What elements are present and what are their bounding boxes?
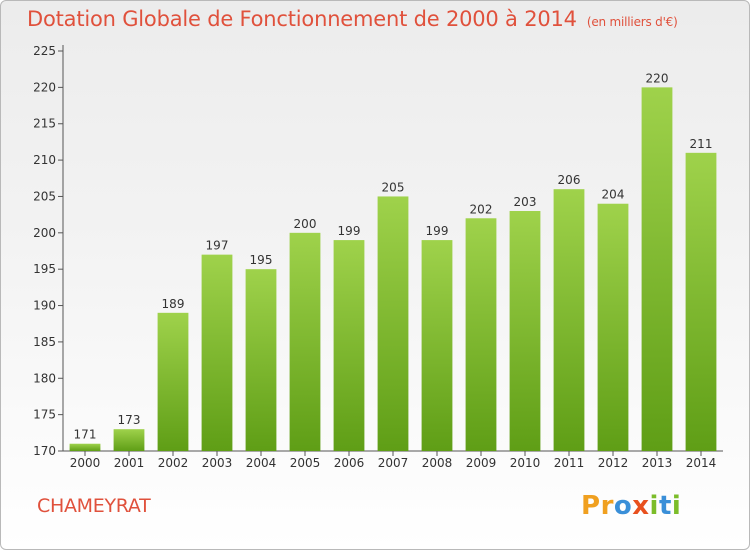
bar (245, 269, 277, 451)
data-label: 173 (118, 413, 141, 427)
bar (685, 152, 717, 451)
x-tick-label: 2001 (114, 456, 145, 470)
logo-letter: o (613, 491, 633, 521)
data-label: 171 (74, 428, 97, 442)
bar (69, 443, 101, 451)
bar (553, 189, 585, 451)
logo-letter: r (600, 491, 614, 521)
logo-letter: i (671, 491, 682, 521)
x-tick-label: 2000 (70, 456, 101, 470)
data-label: 220 (646, 71, 669, 85)
logo-letter: t (658, 491, 672, 521)
y-tick-label: 180 (33, 371, 56, 385)
y-tick-label: 170 (33, 444, 56, 458)
proxiti-logo: Proxiti (581, 491, 681, 521)
bar (201, 254, 233, 451)
chart-title: Dotation Globale de Fonctionnement de 20… (27, 7, 678, 31)
x-tick-label: 2009 (466, 456, 497, 470)
y-tick-label: 185 (33, 335, 56, 349)
bar (421, 240, 453, 451)
logo-letter: i (649, 491, 659, 521)
y-tick-label: 205 (33, 189, 56, 203)
y-tick-label: 225 (33, 44, 56, 58)
y-tick-label: 195 (33, 262, 56, 276)
x-tick-label: 2007 (378, 456, 409, 470)
axes: 170 175 180 185 190 195 200 205 210 215 220 225 2000… (33, 44, 723, 470)
bar (509, 211, 541, 451)
chart-subtitle: (en milliers d'€) (586, 15, 678, 29)
x-tick-label: 2012 (598, 456, 629, 470)
bar (597, 203, 629, 451)
bar (641, 87, 673, 451)
y-tick-label: 220 (33, 80, 56, 94)
y-tick-label: 175 (33, 408, 56, 422)
commune-name: CHAMEYRAT (37, 495, 151, 517)
data-label: 197 (206, 239, 229, 253)
y-tick-label: 200 (33, 226, 56, 240)
x-tick-label: 2003 (202, 456, 233, 470)
bar (465, 218, 497, 451)
bar (113, 429, 145, 451)
bar (377, 196, 409, 451)
x-tick-label: 2011 (554, 456, 585, 470)
x-tick-label: 2006 (334, 456, 365, 470)
bar (289, 232, 321, 451)
chart-title-text: Dotation Globale de Fonctionnement de 20… (27, 7, 577, 31)
y-tick-label: 210 (33, 153, 56, 167)
logo-letter: x (632, 491, 650, 521)
x-tick-label: 2002 (158, 456, 189, 470)
x-tick-label: 2013 (642, 456, 673, 470)
logo-letter: P (581, 491, 601, 521)
x-tick-label: 2004 (246, 456, 277, 470)
data-label: 199 (338, 224, 361, 238)
data-label: 204 (602, 188, 625, 202)
bar (333, 240, 365, 451)
data-label: 211 (690, 137, 713, 151)
x-tick-label: 2005 (290, 456, 321, 470)
x-tick-label: 2010 (510, 456, 541, 470)
x-tick-label: 2014 (686, 456, 717, 470)
x-tick-label: 2008 (422, 456, 453, 470)
data-label: 205 (382, 180, 405, 194)
data-label: 203 (514, 195, 537, 209)
data-label: 199 (426, 224, 449, 238)
data-label: 189 (162, 297, 185, 311)
data-label: 195 (250, 253, 273, 267)
bar (157, 312, 189, 451)
data-label: 200 (294, 217, 317, 231)
y-tick-label: 190 (33, 299, 56, 313)
data-label: 206 (558, 173, 581, 187)
y-tick-label: 215 (33, 117, 56, 131)
bars: 171 173 189 197 195 200 199 205 199 202 203 206 204 2… (69, 71, 717, 451)
data-label: 202 (470, 202, 493, 216)
